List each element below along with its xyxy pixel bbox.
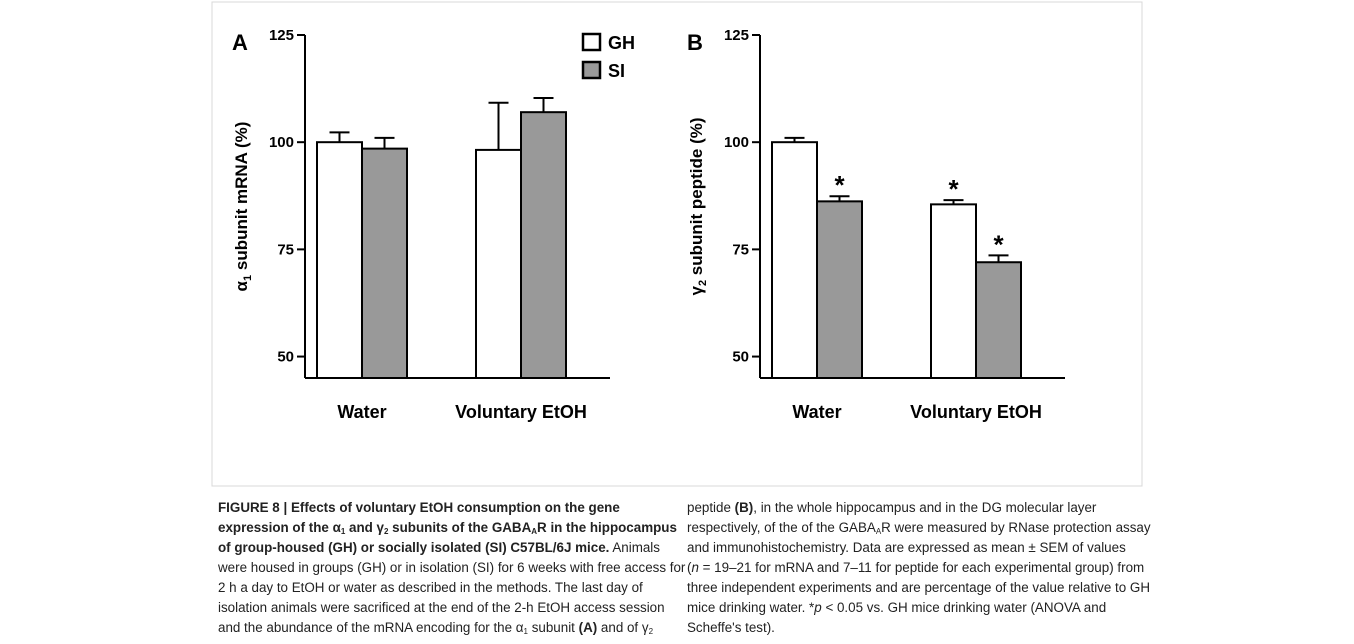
panel-label: B [687,30,703,55]
caption-text: peptide [687,500,735,515]
significance-marker: * [834,170,845,200]
y-axis-label-part: 1 [242,275,254,281]
x-tick-label: Water [337,402,386,422]
y-tick-label: 100 [269,134,294,151]
legend-label: GH [608,33,635,53]
x-tick-label: Water [792,402,841,422]
caption-line: three independent experiments and are pe… [687,578,1151,598]
caption-text: A [531,527,538,536]
caption-text: subunit [527,620,579,635]
caption-text: n [691,560,699,575]
caption-text: α [332,520,341,535]
y-tick-label: 100 [724,134,749,151]
caption-text: γ [376,520,384,535]
caption-text: respectively, of the of the GABA [687,520,876,535]
legend-label: SI [608,61,625,81]
y-tick-label: 75 [277,241,294,258]
caption-text: and of [597,620,642,635]
caption-line: 2 h a day to EtOH or water as described … [218,578,685,598]
y-axis-label: α1 subunit mRNA (%) [232,122,254,292]
caption-text: Animals [609,540,660,555]
caption-line: of group-housed (GH) or socially isolate… [218,538,685,558]
y-axis-label-part: γ [687,286,706,296]
caption-line: Scheffe's test). [687,618,1151,638]
caption-line: (n = 19–21 for mRNA and 7–11 for peptide… [687,558,1151,578]
caption-text: R in the hippocampus [537,520,677,535]
y-axis-label-part: subunit mRNA (%) [232,122,251,275]
caption-text: 1 [523,627,528,636]
caption-line: were housed in groups (GH) or in isolati… [218,558,685,578]
bar [771,141,818,379]
caption-text: FIGURE 8 | Effects of voluntary EtOH con… [218,500,620,515]
caption-text: A [875,527,882,536]
caption-text: α [515,620,524,635]
bar [520,111,567,380]
significance-marker: * [948,174,959,204]
caption-text: < 0.05 vs. GH mice drinking water (ANOVA… [821,600,1107,615]
caption-text: were housed in groups (GH) or in isolati… [218,560,686,575]
caption-line: and immunohistochemistry. Data are expre… [687,538,1151,558]
y-tick-label: 75 [732,241,749,258]
bar [475,148,522,379]
caption-text: = 19–21 for mRNA and 7–11 for peptide fo… [698,560,1145,575]
significance-marker: * [993,229,1004,259]
caption-text: ( [687,560,692,575]
bar [930,203,977,379]
x-tick-label: Voluntary EtOH [910,402,1042,422]
caption-text: and [345,520,377,535]
caption-text: (A) [578,620,598,635]
caption-text: p [814,600,822,615]
caption-text: 1 [340,527,346,536]
caption-text: three independent experiments and are pe… [687,580,1151,595]
y-tick-label: 50 [277,349,294,366]
bar [975,261,1022,379]
caption-text: , in the whole hippocampus and in the DG… [753,500,1097,515]
figure-border [211,1,1143,487]
panel-label: A [232,30,248,55]
caption-text: R were measured by RNase protection assa… [881,520,1151,535]
y-axis-label-part: 2 [697,280,709,286]
caption-text: (B) [734,500,754,515]
y-axis-label-part: α [232,280,251,291]
caption-text: of group-housed (GH) or socially isolate… [218,540,610,555]
caption-text: isolation animals were sacrificed at the… [218,600,665,615]
caption-line: mice drinking water. *p < 0.05 vs. GH mi… [687,598,1151,618]
y-tick-label: 125 [269,27,294,44]
caption-text: Scheffe's test). [687,620,775,635]
caption-text: and immunohistochemistry. Data are expre… [687,540,1126,555]
caption-line: respectively, of the of the GABAAR were … [687,518,1151,538]
caption-text: 2 [648,627,654,636]
caption-line: and the abundance of the mRNA encoding f… [218,618,685,638]
legend-swatch [581,32,602,52]
caption-line: isolation animals were sacrificed at the… [218,598,685,618]
legend-swatch [581,60,602,80]
caption-text: γ [641,620,649,635]
y-axis-label: γ2 subunit peptide (%) [687,117,709,295]
figure: Aα1 subunit mRNA (%) 50 75 100 125 Water Volun… [211,1,1143,487]
bar [361,147,408,379]
caption-right: peptide (B), in the whole hippocampus an… [687,498,1151,638]
caption-text: 2 [383,527,389,536]
caption-text: mice drinking water. * [687,600,815,615]
y-tick-label: 125 [724,27,749,44]
caption-line: FIGURE 8 | Effects of voluntary EtOH con… [218,498,685,518]
bar [816,200,863,379]
y-tick-label: 50 [732,349,749,366]
caption-line: expression of the α1 and γ2 subunits of … [218,518,685,538]
y-axis-label-part: subunit peptide (%) [687,117,706,279]
caption-text: and the abundance of the mRNA encoding f… [218,620,516,635]
caption-text: 2 h a day to EtOH or water as described … [218,580,643,595]
bar [316,141,363,379]
caption-line: peptide (B), in the whole hippocampus an… [687,498,1151,518]
caption-text: subunits of the GABA [388,520,532,535]
x-tick-label: Voluntary EtOH [455,402,587,422]
caption-left: FIGURE 8 | Effects of voluntary EtOH con… [218,498,685,638]
caption-text: expression of the [218,520,333,535]
